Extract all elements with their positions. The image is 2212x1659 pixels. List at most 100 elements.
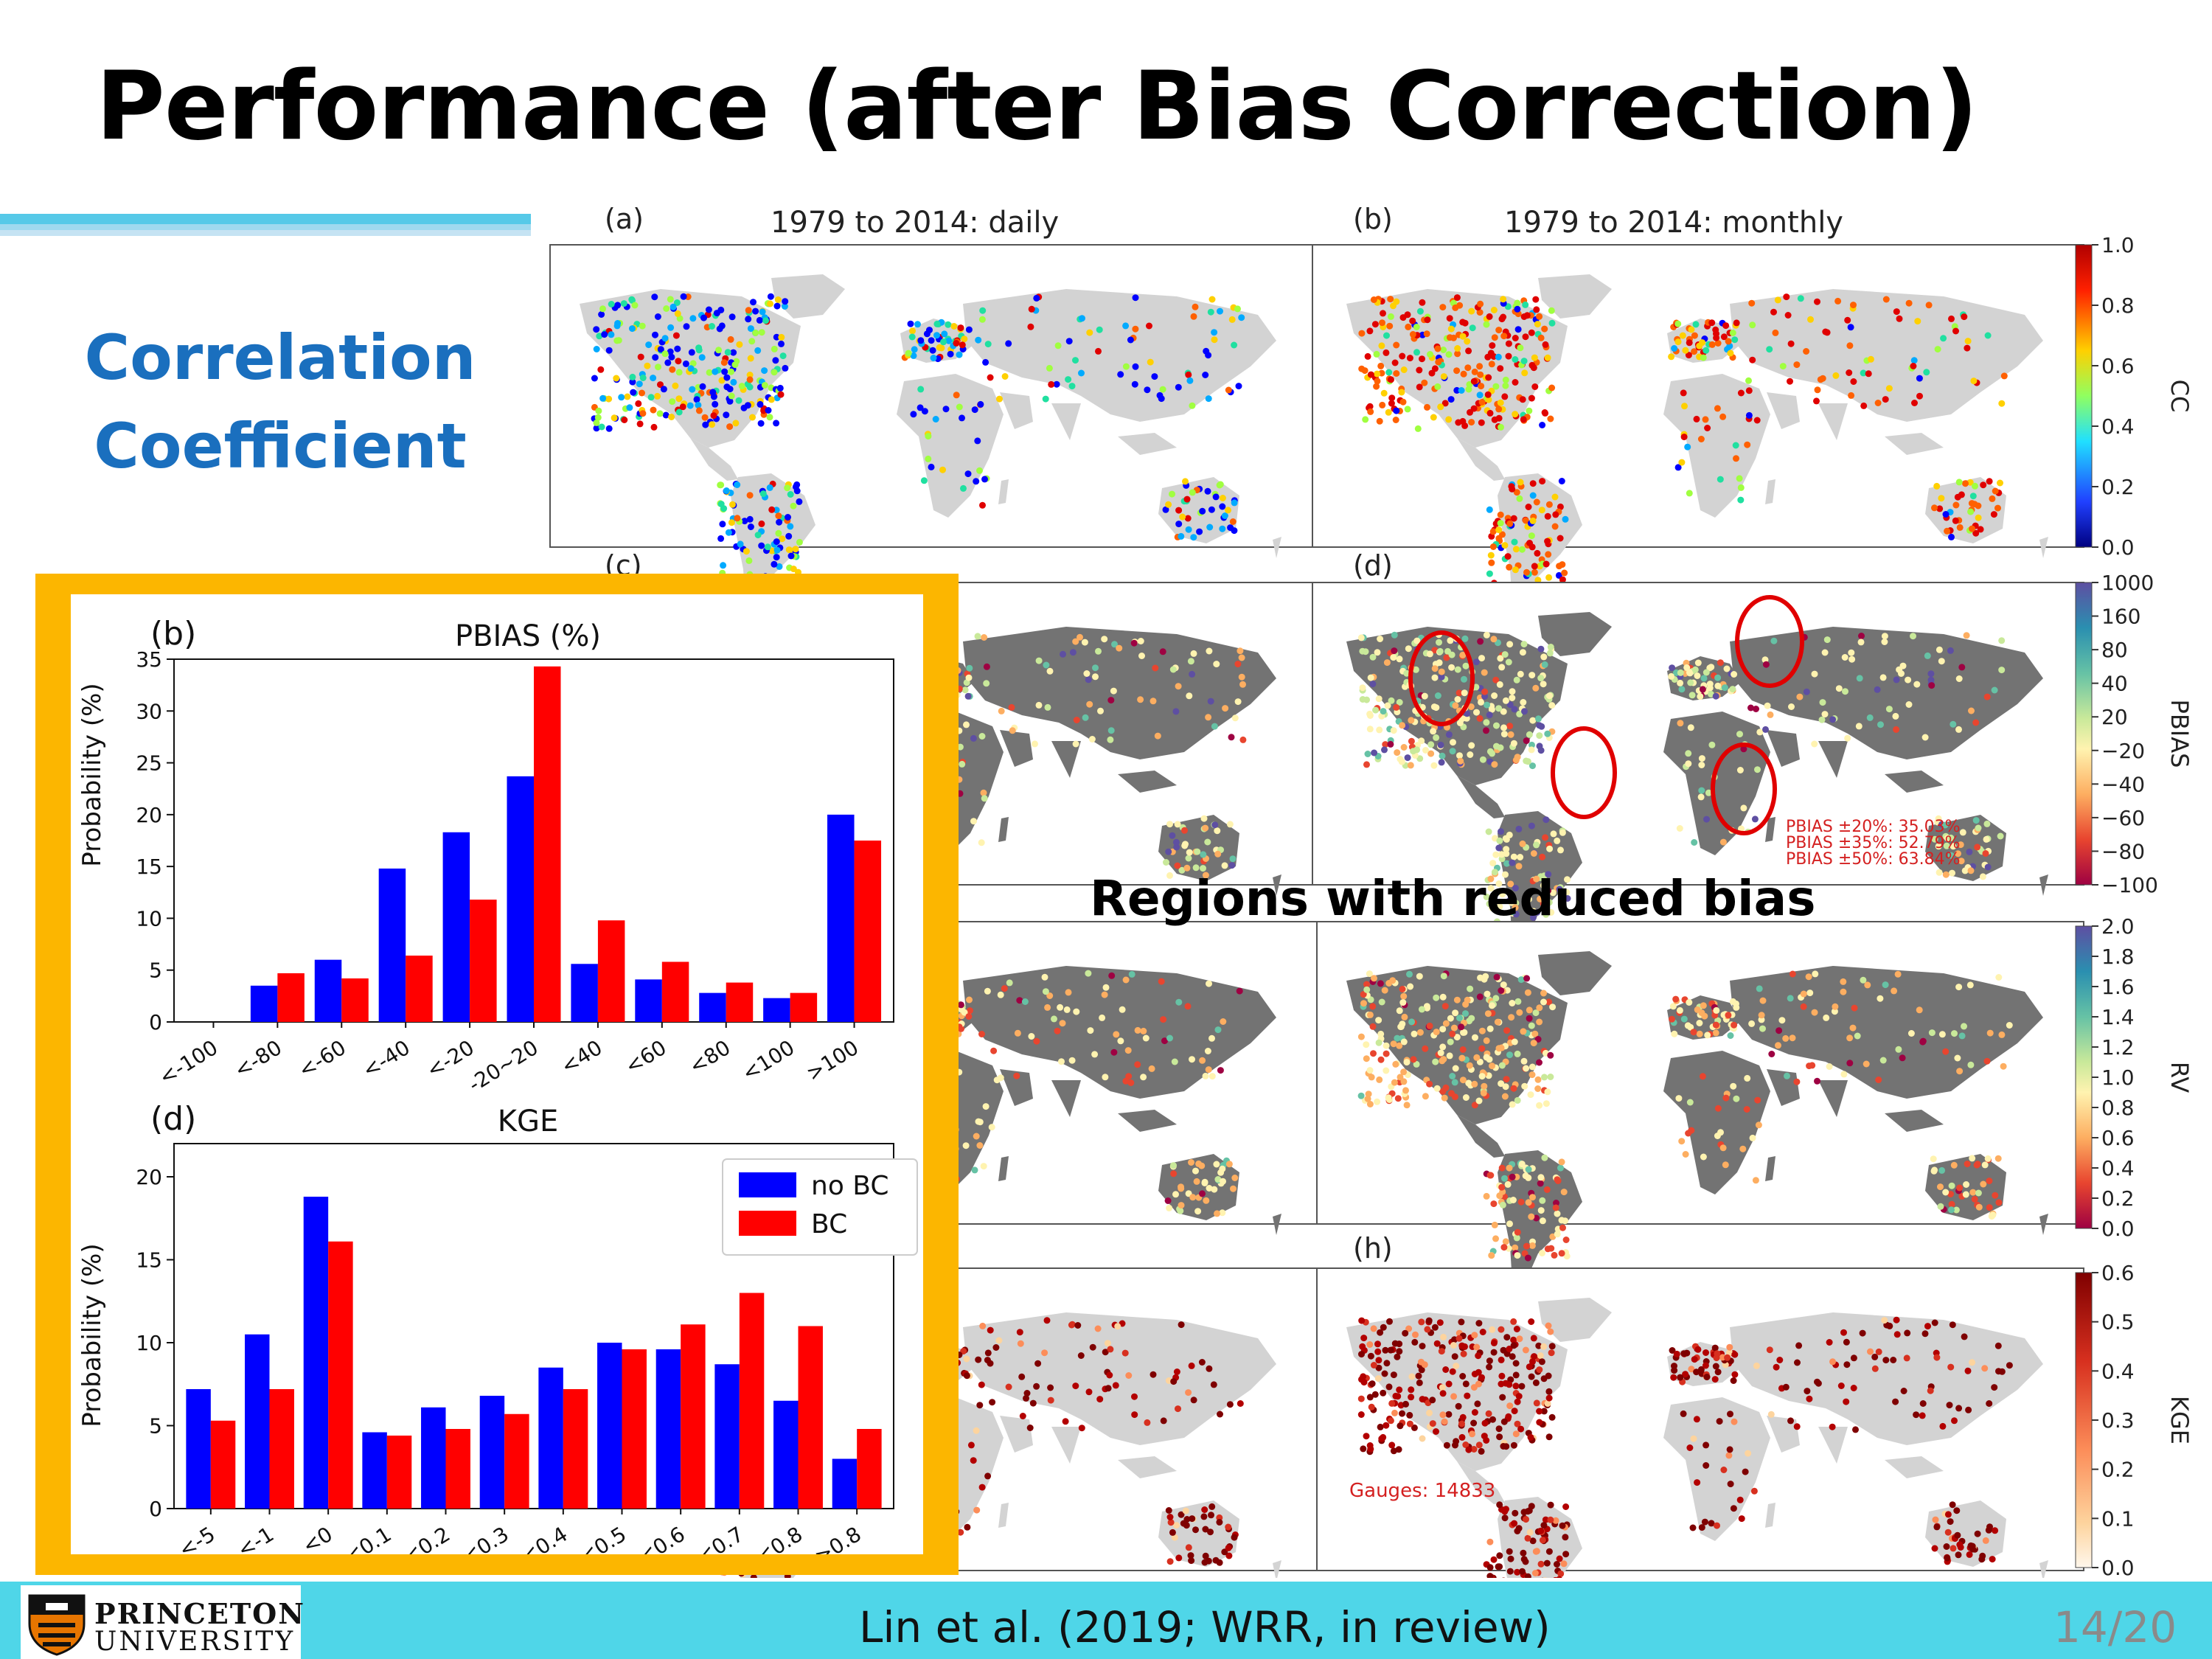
pbias-bar-no-bc [635,979,662,1022]
pbias-bar-bc [277,973,305,1022]
princeton-shield-icon [28,1594,86,1656]
pbias-y-tick: 0 [149,1010,162,1034]
pbias-y-axis-label: Probability (%) [77,683,107,866]
map-panel-h-dots [1357,1316,2013,1578]
kge-panel-label: (d) [150,1100,196,1138]
colorbar-tick: 0.5 [2101,1310,2135,1335]
kge-y-axis-label: Probability (%) [77,1243,107,1427]
colorbar-tick: −80 [2101,839,2145,863]
pbias-bar-no-bc [763,998,790,1022]
kge-bar-no-bc [186,1389,211,1509]
colorbar-tick: 0.6 [2101,354,2135,378]
map-panel-a-dots [591,293,1245,586]
slide-title: Performance (after Bias Correction) [96,52,1978,161]
colorbar-tick: 0.4 [2101,1359,2135,1383]
title-rule [0,214,531,237]
kge-bar-bc [328,1241,353,1509]
side-label-line-1: Correlation [84,321,476,394]
colorbar-tick: 0.8 [2101,1096,2135,1120]
kge-bar-no-bc [597,1343,622,1509]
pbias-x-tick: >100 [802,1035,863,1086]
pbias-bar-no-bc [442,832,470,1022]
logo-line-2: UNIVERSITY [94,1627,296,1657]
kge-bar-no-bc [362,1432,387,1509]
map-panel-f-dots [1357,970,2013,1262]
pbias-chart-title: PBIAS (%) [455,619,601,653]
legend-swatch-no-bc [739,1172,796,1197]
colorbar-tick: 1.4 [2101,1005,2135,1029]
pbias-y-tick: 30 [136,699,162,723]
colorbar-ticks: 1.0 0.8 0.6 0.4 0.2 0.0 CC 1000 160 80 40 20 −20 −40 −… [2092,233,2194,1578]
pbias-bar-bc [534,666,561,1022]
map-panel-b-title: 1979 to 2014: monthly [1504,206,1843,240]
pbias-y-tick: 20 [136,803,162,827]
pbias-y-tick: 25 [136,751,162,776]
logo-line-1: PRINCETON [94,1597,305,1630]
pbias-bar-bc [726,982,754,1022]
kge-bar-bc [622,1349,647,1509]
pbias-bar-no-bc [507,776,534,1022]
kge-bar-no-bc [245,1334,270,1509]
kge-x-tick: <0.5 [575,1522,630,1554]
kge-x-tick: <0.1 [340,1522,395,1554]
kge-x-tick: <-5 [174,1522,219,1554]
pbias-stat-2: PBIAS ±35%: 52.79% [1786,834,1960,852]
pbias-x-tick: <60 [621,1035,671,1079]
pbias-bar-no-bc [827,814,855,1022]
colorbar-tick: 0.0 [2101,535,2135,560]
pbias-bar-bc [406,956,433,1022]
pbias-x-tick: <-80 [230,1035,286,1083]
colorbar-tick: −40 [2101,772,2145,796]
pbias-x-tick: <-100 [155,1035,222,1090]
side-label-line-2: Coefficient [94,410,467,482]
kge-x-tick: <0.7 [692,1522,748,1554]
kge-x-tick: <0.4 [516,1522,571,1554]
colorbar-tick: 0.2 [2101,1458,2135,1482]
colorbar-tick: 0.0 [2101,1217,2135,1241]
pbias-bar-bc [854,841,882,1022]
pbias-bar-bc [341,978,369,1022]
footer-bar [0,1582,2212,1659]
colorbar-tick: −100 [2101,873,2158,897]
kge-x-tick: <0 [298,1522,336,1554]
gauges-count: Gauges: 14833 [1349,1480,1495,1502]
pbias-chart: (b) PBIAS (%) Probability (%) 0 5 10 15 20 25… [77,615,894,1096]
page-number: 14/20 [2053,1602,2177,1652]
kge-chart: (d) KGE Probability (%) 0 5 10 15 20 <-5 <-1 <0… [77,1100,918,1569]
kge-bar-bc [798,1326,823,1509]
pbias-bar-bc [597,920,625,1022]
kge-y-tick: 0 [149,1497,162,1521]
colorbar-tick: 0.2 [2101,475,2135,499]
kge-x-tick: <-1 [233,1522,278,1554]
colorbar-tick: 0.2 [2101,1186,2135,1211]
pbias-panel-label: (b) [150,615,196,653]
pbias-bar-no-bc [314,959,342,1022]
colorbar-tick: 40 [2101,672,2128,696]
kge-y-tick: 10 [136,1331,162,1355]
colorbar-tick: −60 [2101,806,2145,830]
kge-bar-no-bc [538,1367,563,1509]
kge-bar-no-bc [655,1349,681,1509]
kge-bar-bc [739,1293,765,1509]
pbias-stat-3: PBIAS ±50%: 63.84% [1786,850,1960,869]
pbias-bar-bc [661,961,689,1022]
map-panel-a-label: (a) [605,203,644,235]
colorbar-tick: 0.4 [2101,414,2135,439]
colorbar-tick: 0.4 [2101,1156,2135,1180]
kge-bar-bc [681,1324,706,1509]
pbias-bar-bc [790,992,818,1022]
kge-bar-bc [857,1429,882,1509]
map-panel-a-title: 1979 to 2014: daily [771,206,1059,240]
map-panel-b-dots [1358,293,2008,588]
pbias-bar-no-bc [250,985,278,1022]
pbias-bar-bc [470,900,497,1022]
kge-y-tick: 15 [136,1248,162,1273]
kge-y-tick: 20 [136,1165,162,1189]
kge-bar-bc [210,1420,236,1509]
pbias-bar-no-bc [699,992,726,1022]
colorbar-tick: 2.0 [2101,914,2135,939]
side-label: Correlation Coefficient [59,313,501,490]
pbias-bar-no-bc [571,964,598,1022]
map-panel-d-label: (d) [1353,549,1393,582]
reduced-bias-callout: Regions with reduced bias [1090,870,1816,927]
